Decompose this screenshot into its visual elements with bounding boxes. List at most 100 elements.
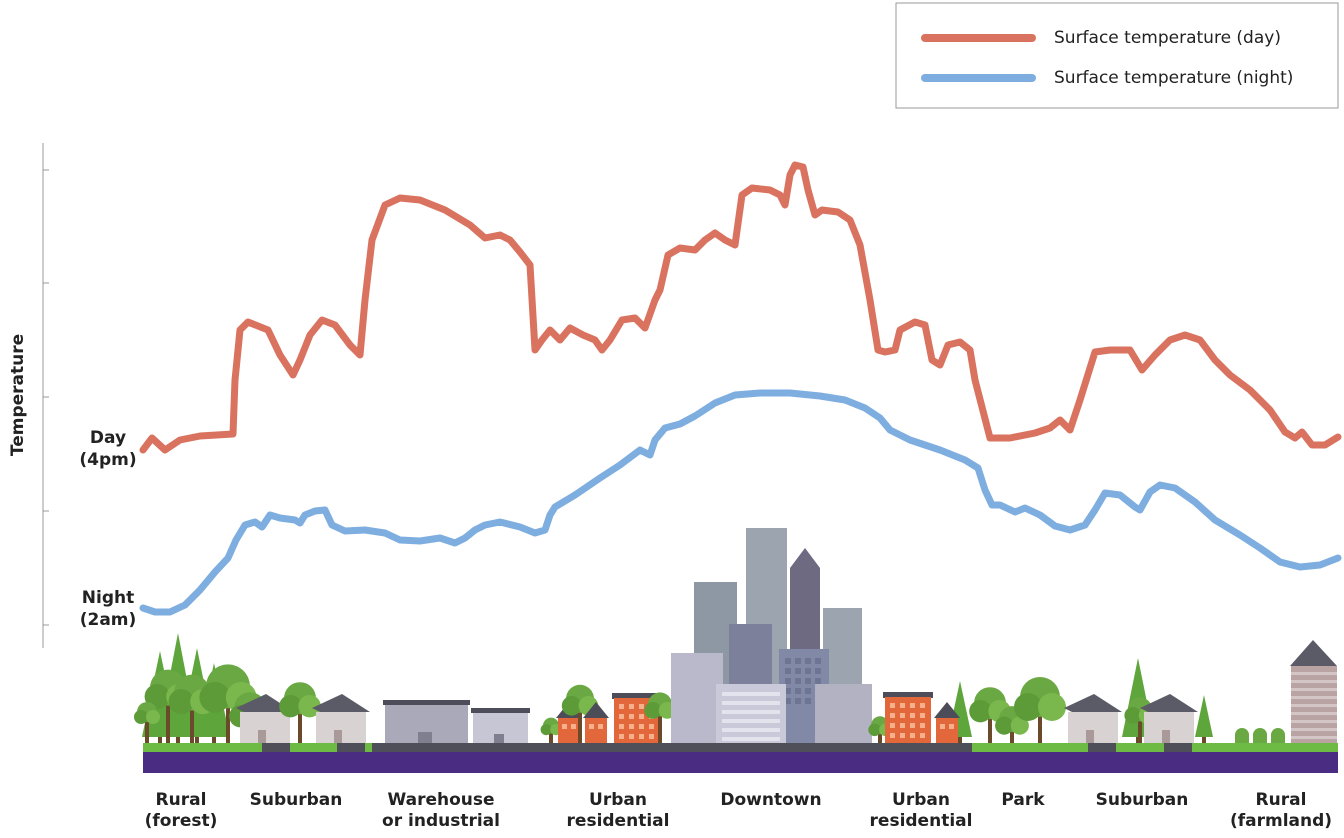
driveway [1088,743,1116,752]
window [639,724,644,729]
tree-crown [644,702,662,719]
series-line [139,161,1342,454]
warehouse-roof [471,708,530,713]
x-category-label: Rural [156,790,207,810]
tree-crown [199,682,231,713]
tower [815,684,872,743]
tree-trunk [1010,723,1014,743]
window [785,698,791,704]
tree-trunk [226,693,230,743]
window [649,724,654,729]
window [920,703,925,708]
brick-house [936,718,958,743]
shrub [1235,728,1249,742]
window [890,703,895,708]
window [890,733,895,738]
brick-house [558,718,580,743]
x-category-label: (forest) [145,811,218,831]
window [805,668,811,674]
window [562,724,567,729]
window [805,678,811,684]
window [629,704,634,709]
tree-trunk [549,728,553,743]
silo-stripe [1291,704,1337,707]
tree-crown [1010,716,1029,735]
warehouse-door [494,734,504,743]
warehouse-roof [383,700,470,705]
x-category-label: Rural [1256,790,1307,810]
silo-stripe [1291,736,1337,739]
window [949,724,954,729]
tree-crown [868,723,881,737]
tree-trunk [195,735,199,743]
tree-crown [168,689,194,715]
annotation: (2am) [80,610,137,630]
window [910,703,915,708]
driveway [262,743,290,752]
shrub [1271,728,1285,742]
window [890,723,895,728]
window [619,714,624,719]
window [785,668,791,674]
tree-crown [146,710,160,724]
silo-stripe [1291,672,1337,675]
driveway [1164,743,1192,752]
tree-crown [134,710,148,724]
tree-trunk [212,735,216,743]
cityscape-illustration [134,528,1338,773]
tree-trunk [658,708,662,743]
x-category-label: residential [567,811,670,831]
window [900,703,905,708]
tree-crown [298,695,321,718]
annotation: Night [82,588,134,608]
window [571,724,576,729]
y-axis-label: Temperature [8,334,28,456]
legend-label: Surface temperature (day) [1054,28,1281,48]
x-category-label: (farmland) [1230,811,1332,831]
window [639,734,644,739]
tree-trunk [166,693,170,743]
silo-stripe [1291,728,1337,731]
x-category-label: Suburban [250,790,343,810]
window [619,724,624,729]
x-category-label: residential [870,811,973,831]
road [372,743,972,752]
legend-label: Surface temperature (night) [1054,68,1293,88]
silo-stripe [1291,688,1337,691]
tree-trunk [190,698,194,743]
tree-trunk [176,735,180,743]
window [910,713,915,718]
tree-crown [1038,693,1066,721]
window [805,658,811,664]
window [598,724,603,729]
window [795,678,801,684]
window [785,688,791,694]
window [920,713,925,718]
tree-crown [540,724,552,736]
house-door [1162,730,1170,743]
window-strip [722,692,780,696]
tree-trunk [878,728,882,743]
window [910,723,915,728]
x-category-label: or industrial [382,811,500,831]
window [619,734,624,739]
silo-stripe [1291,680,1337,683]
annotation: (4pm) [79,450,136,470]
window [900,723,905,728]
house-roof [312,694,370,712]
window [815,658,821,664]
brick-building-roof [883,692,933,698]
house-roof [1140,694,1198,712]
silo-roof [1290,640,1337,666]
window [910,733,915,738]
x-category-label: Suburban [1096,790,1189,810]
window [785,678,791,684]
tree-trunk [145,715,149,743]
x-category-label: Park [1001,790,1045,810]
driveway [337,743,365,752]
window [815,678,821,684]
warehouse-door [418,732,432,743]
window [900,713,905,718]
